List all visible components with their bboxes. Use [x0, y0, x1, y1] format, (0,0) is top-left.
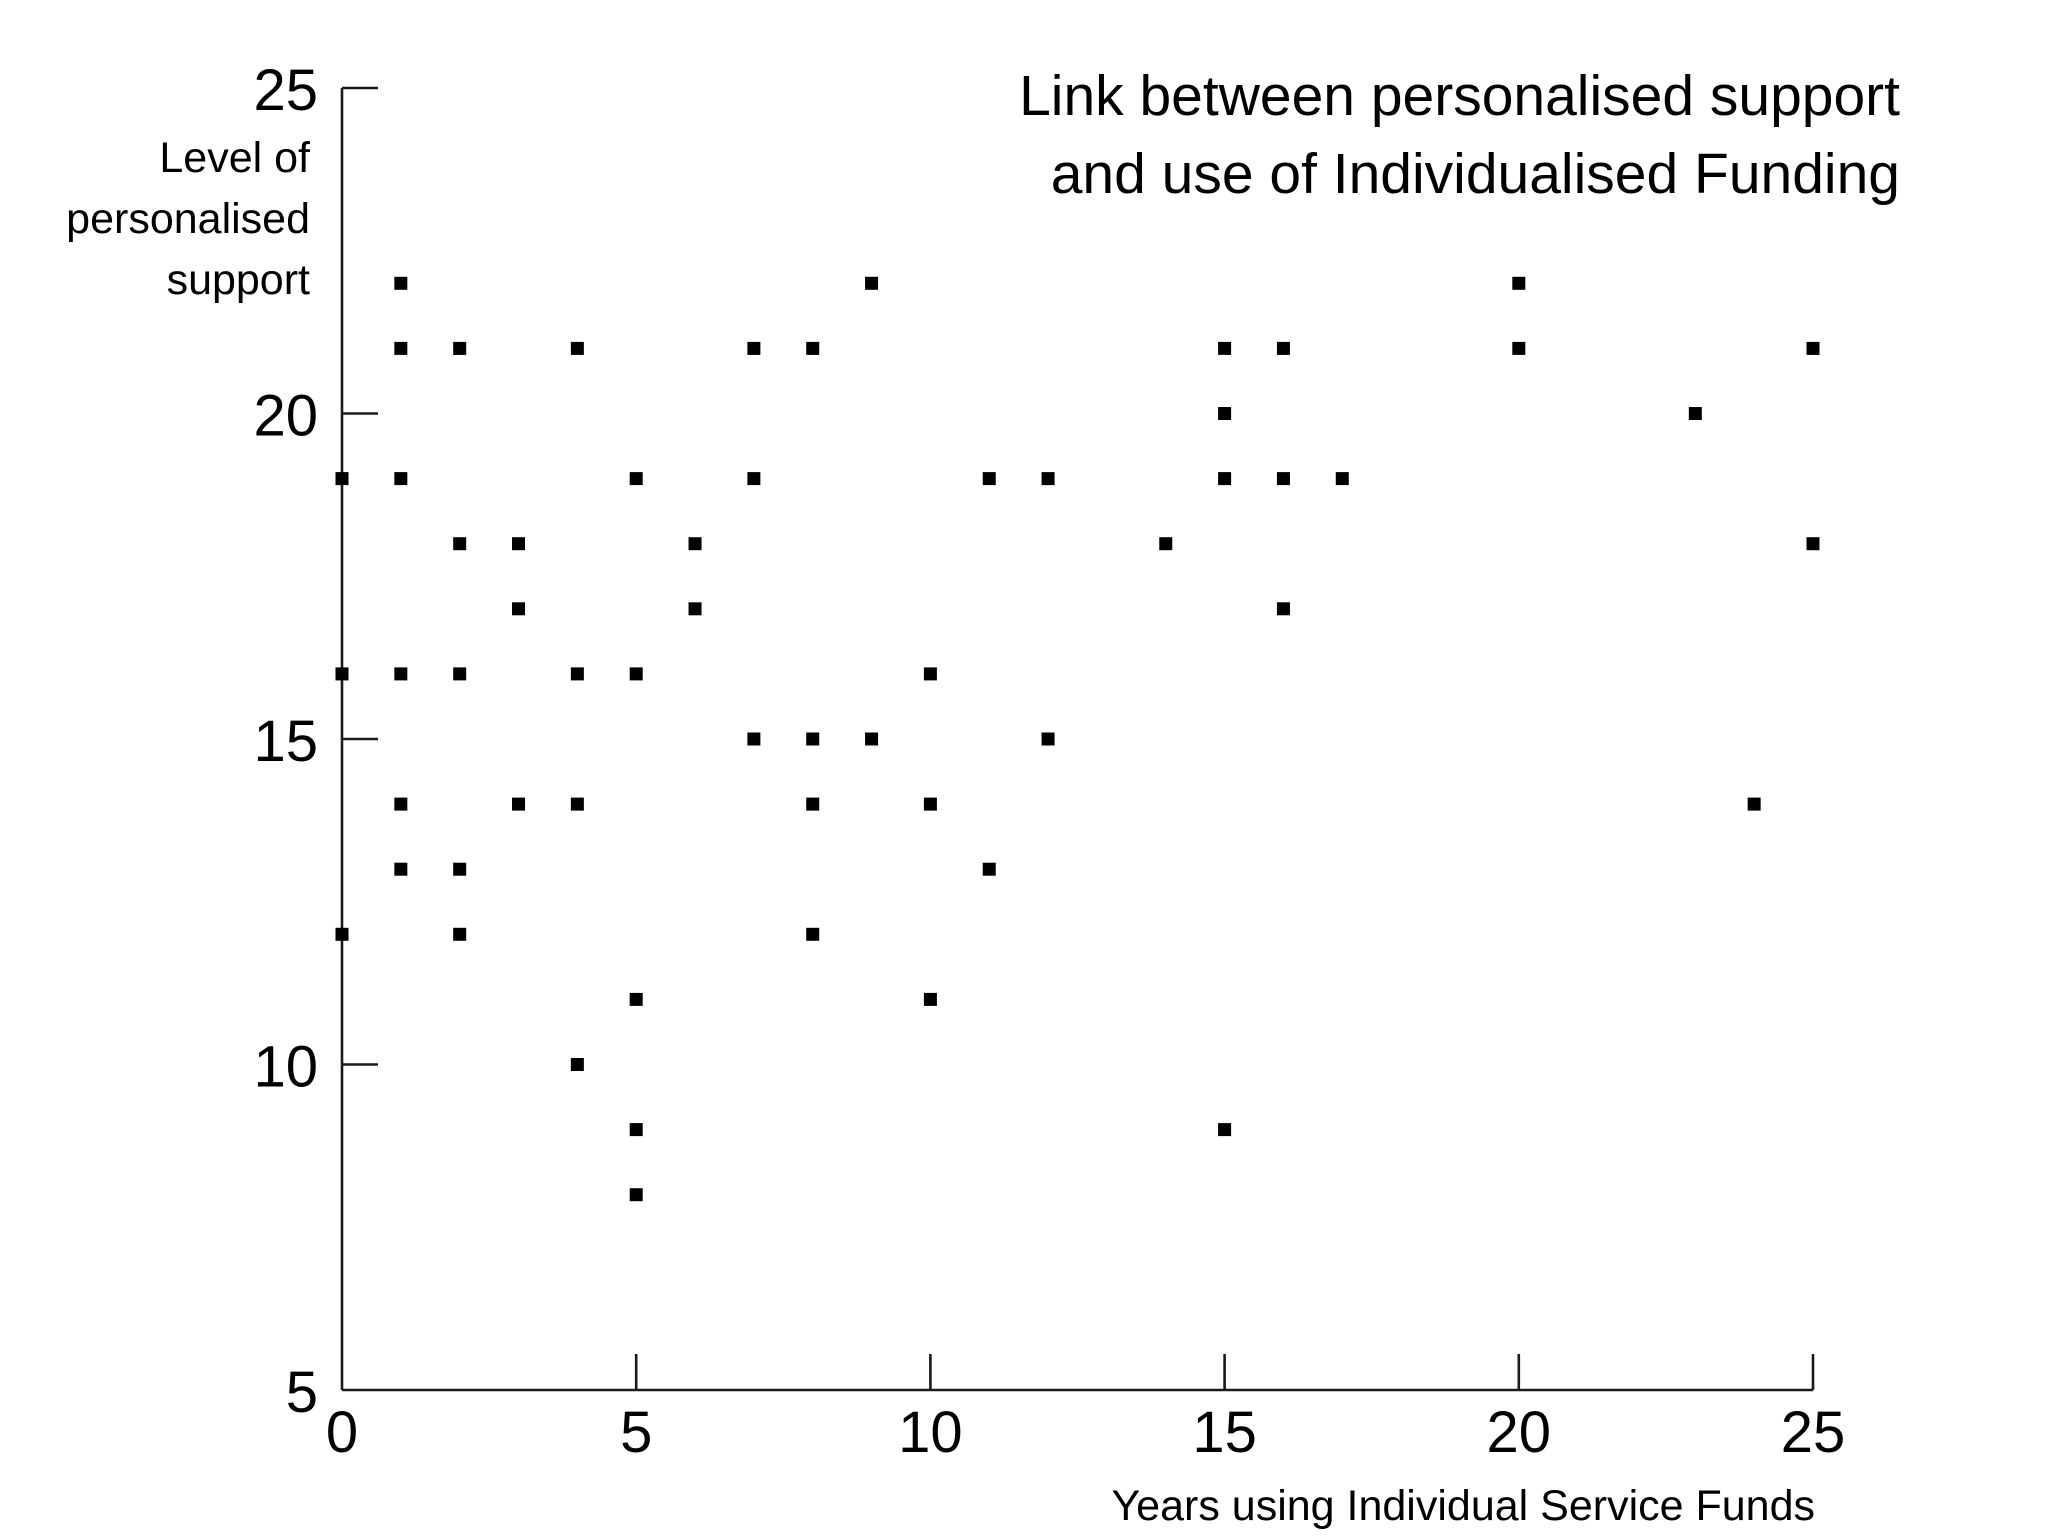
data-point	[747, 732, 761, 746]
data-point	[1806, 341, 1820, 355]
data-point	[1276, 602, 1290, 616]
data-point	[512, 537, 526, 551]
x-tick-label: 5	[620, 1400, 652, 1465]
data-point	[1159, 537, 1173, 551]
data-point	[1276, 341, 1290, 355]
y-axis-label-line-2: personalised	[66, 195, 310, 243]
data-point	[1747, 797, 1761, 811]
data-point	[1688, 407, 1702, 420]
data-point	[923, 797, 937, 811]
data-points	[335, 276, 1820, 1202]
data-point	[570, 341, 584, 355]
data-point	[570, 797, 584, 811]
chart-title: Link between personalised support and us…	[1019, 64, 1900, 206]
y-tick-label: 10	[253, 1035, 318, 1100]
data-point	[688, 537, 702, 551]
data-point	[747, 472, 761, 486]
data-point	[1806, 537, 1820, 551]
data-point	[747, 341, 761, 355]
x-tick-label: 0	[326, 1400, 358, 1465]
data-point	[335, 927, 349, 941]
data-point	[629, 1188, 643, 1202]
data-point	[688, 602, 702, 616]
data-point	[806, 341, 820, 355]
data-point	[1218, 341, 1232, 355]
x-axis-label: Years using Individual Service Funds	[1111, 1482, 1815, 1530]
chart-title-line-2: and use of Individualised Funding	[1051, 142, 1900, 206]
y-tick-label: 20	[253, 384, 318, 449]
data-point	[335, 472, 349, 486]
data-point	[1276, 472, 1290, 486]
y-tick-label: 15	[253, 709, 318, 774]
data-point	[570, 1058, 584, 1071]
data-point	[453, 927, 467, 941]
x-tick-label: 20	[1487, 1400, 1552, 1465]
chart-title-line-1: Link between personalised support	[1019, 64, 1900, 128]
data-point	[453, 862, 467, 876]
data-point	[982, 472, 996, 486]
data-point	[806, 797, 820, 811]
data-point	[982, 862, 996, 876]
data-point	[923, 667, 937, 681]
data-point	[453, 667, 467, 681]
data-point	[512, 602, 526, 616]
data-point	[394, 862, 408, 876]
data-point	[394, 797, 408, 811]
x-tick-label: 15	[1192, 1400, 1257, 1465]
data-point	[394, 276, 408, 290]
data-point	[629, 472, 643, 486]
data-point	[1512, 276, 1526, 290]
data-point	[1218, 1123, 1232, 1137]
y-axis-label-line-1: Level of	[159, 134, 311, 182]
data-point	[512, 797, 526, 811]
data-point	[629, 1123, 643, 1137]
data-point	[923, 992, 937, 1006]
y-axis-label-line-3: support	[167, 256, 310, 304]
data-point	[570, 667, 584, 681]
y-axis-ticks: 5 10 15 20 25	[253, 58, 378, 1425]
data-point	[394, 667, 408, 681]
data-point	[1218, 407, 1232, 420]
axes	[340, 88, 1813, 1392]
data-point	[1335, 472, 1349, 486]
y-tick-label: 25	[253, 58, 318, 123]
data-point	[1041, 472, 1055, 486]
x-tick-label: 25	[1781, 1400, 1846, 1465]
data-point	[865, 732, 879, 746]
data-point	[1512, 341, 1526, 355]
x-axis-ticks: 0 5 10 15 20 25	[326, 1354, 1845, 1465]
data-point	[335, 667, 349, 681]
data-point	[806, 732, 820, 746]
data-point	[865, 276, 879, 290]
y-axis-label: Level of personalised support	[66, 134, 311, 304]
data-point	[1041, 732, 1055, 746]
data-point	[806, 927, 820, 941]
data-point	[394, 472, 408, 486]
data-point	[629, 667, 643, 681]
data-point	[453, 341, 467, 355]
data-point	[394, 341, 408, 355]
data-point	[453, 537, 467, 551]
data-point	[629, 992, 643, 1006]
data-point	[1218, 472, 1232, 486]
x-tick-label: 10	[898, 1400, 963, 1465]
y-tick-label: 5	[286, 1360, 318, 1425]
